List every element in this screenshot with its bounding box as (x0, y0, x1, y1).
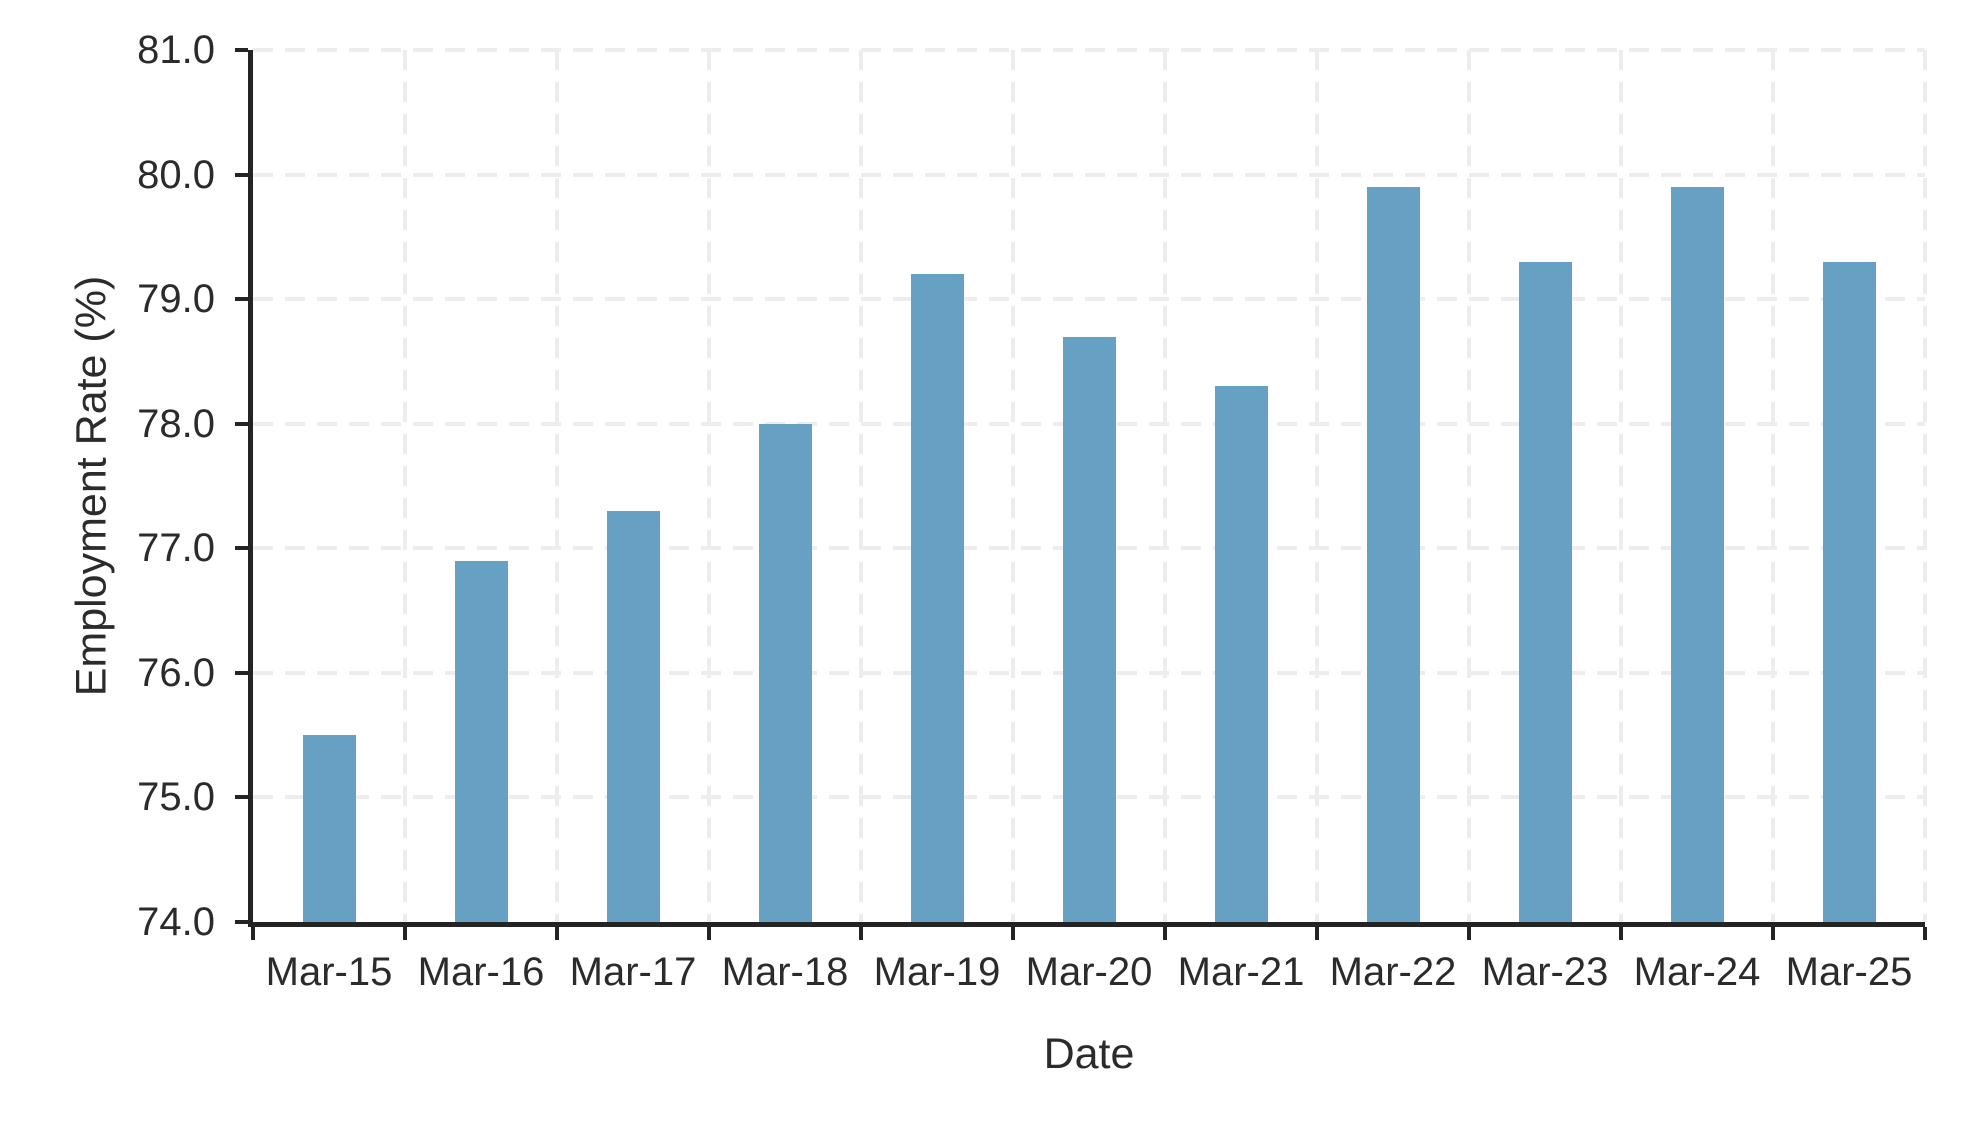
bar-Mar-24 (1670, 187, 1724, 922)
x-tick (251, 927, 255, 940)
x-tick (1467, 927, 1471, 940)
x-tick-label: Mar-25 (1785, 950, 1913, 994)
y-tick (235, 48, 248, 52)
x-tick (1619, 927, 1623, 940)
x-tick-label: Mar-18 (721, 950, 849, 994)
v-gridline (707, 50, 711, 922)
bar-Mar-23 (1518, 261, 1572, 922)
v-gridline (403, 50, 407, 922)
bar-Mar-18 (758, 423, 812, 922)
x-axis-line (248, 922, 1925, 927)
h-gridline (253, 48, 1925, 52)
y-tick-label: 74.0 (137, 900, 215, 944)
y-tick-label: 79.0 (137, 277, 215, 322)
x-tick (859, 927, 863, 940)
x-tick-label: Mar-15 (265, 950, 393, 994)
x-tick-label: Mar-22 (1329, 950, 1457, 994)
x-tick-label: Mar-20 (1025, 950, 1153, 994)
x-tick-label: Mar-21 (1177, 950, 1305, 994)
y-axis-title: Employment Rate (%) (67, 275, 116, 697)
y-tick-label: 76.0 (137, 650, 215, 695)
y-tick-label: 81.0 (137, 28, 215, 72)
y-tick (235, 670, 248, 675)
v-gridline (555, 50, 559, 922)
x-axis-title: Date (1043, 1030, 1135, 1078)
y-tick (235, 795, 248, 800)
bar-Mar-22 (1366, 187, 1420, 922)
x-tick-label: Mar-19 (873, 950, 1001, 994)
y-tick (235, 297, 248, 302)
x-tick-label: Mar-23 (1481, 950, 1609, 994)
x-tick-label: Mar-17 (569, 950, 697, 994)
v-gridline (1467, 50, 1471, 922)
bar-Mar-17 (606, 510, 660, 922)
x-tick-label: Mar-16 (417, 950, 545, 994)
x-tick (403, 927, 407, 940)
v-gridline (1163, 50, 1167, 922)
x-tick (555, 927, 559, 940)
v-gridline (1619, 50, 1623, 922)
v-gridline (1011, 50, 1015, 922)
bar-Mar-19 (910, 274, 964, 922)
bar-Mar-25 (1822, 261, 1876, 922)
y-tick (235, 421, 248, 426)
x-tick (1163, 927, 1167, 940)
bar-Mar-20 (1062, 336, 1116, 922)
x-tick (1315, 927, 1319, 940)
v-gridline (1923, 50, 1927, 922)
y-tick (235, 546, 248, 551)
x-tick (1923, 927, 1927, 940)
x-tick (1011, 927, 1015, 940)
bar-Mar-16 (454, 560, 508, 922)
h-gridline (253, 297, 1925, 302)
bar-Mar-21 (1214, 386, 1268, 922)
y-tick (235, 172, 248, 177)
v-gridline (1315, 50, 1319, 922)
y-tick-label: 78.0 (137, 401, 215, 446)
v-gridline (859, 50, 863, 922)
y-tick (235, 920, 248, 924)
x-tick-label: Mar-24 (1633, 950, 1761, 994)
y-tick-label: 80.0 (137, 152, 215, 197)
y-tick-label: 77.0 (137, 526, 215, 571)
x-tick (707, 927, 711, 940)
y-tick-label: 75.0 (137, 775, 215, 820)
h-gridline (253, 172, 1925, 177)
v-gridline (1771, 50, 1775, 922)
bar-Mar-15 (302, 735, 356, 922)
x-tick (1771, 927, 1775, 940)
y-axis-line (248, 50, 253, 927)
